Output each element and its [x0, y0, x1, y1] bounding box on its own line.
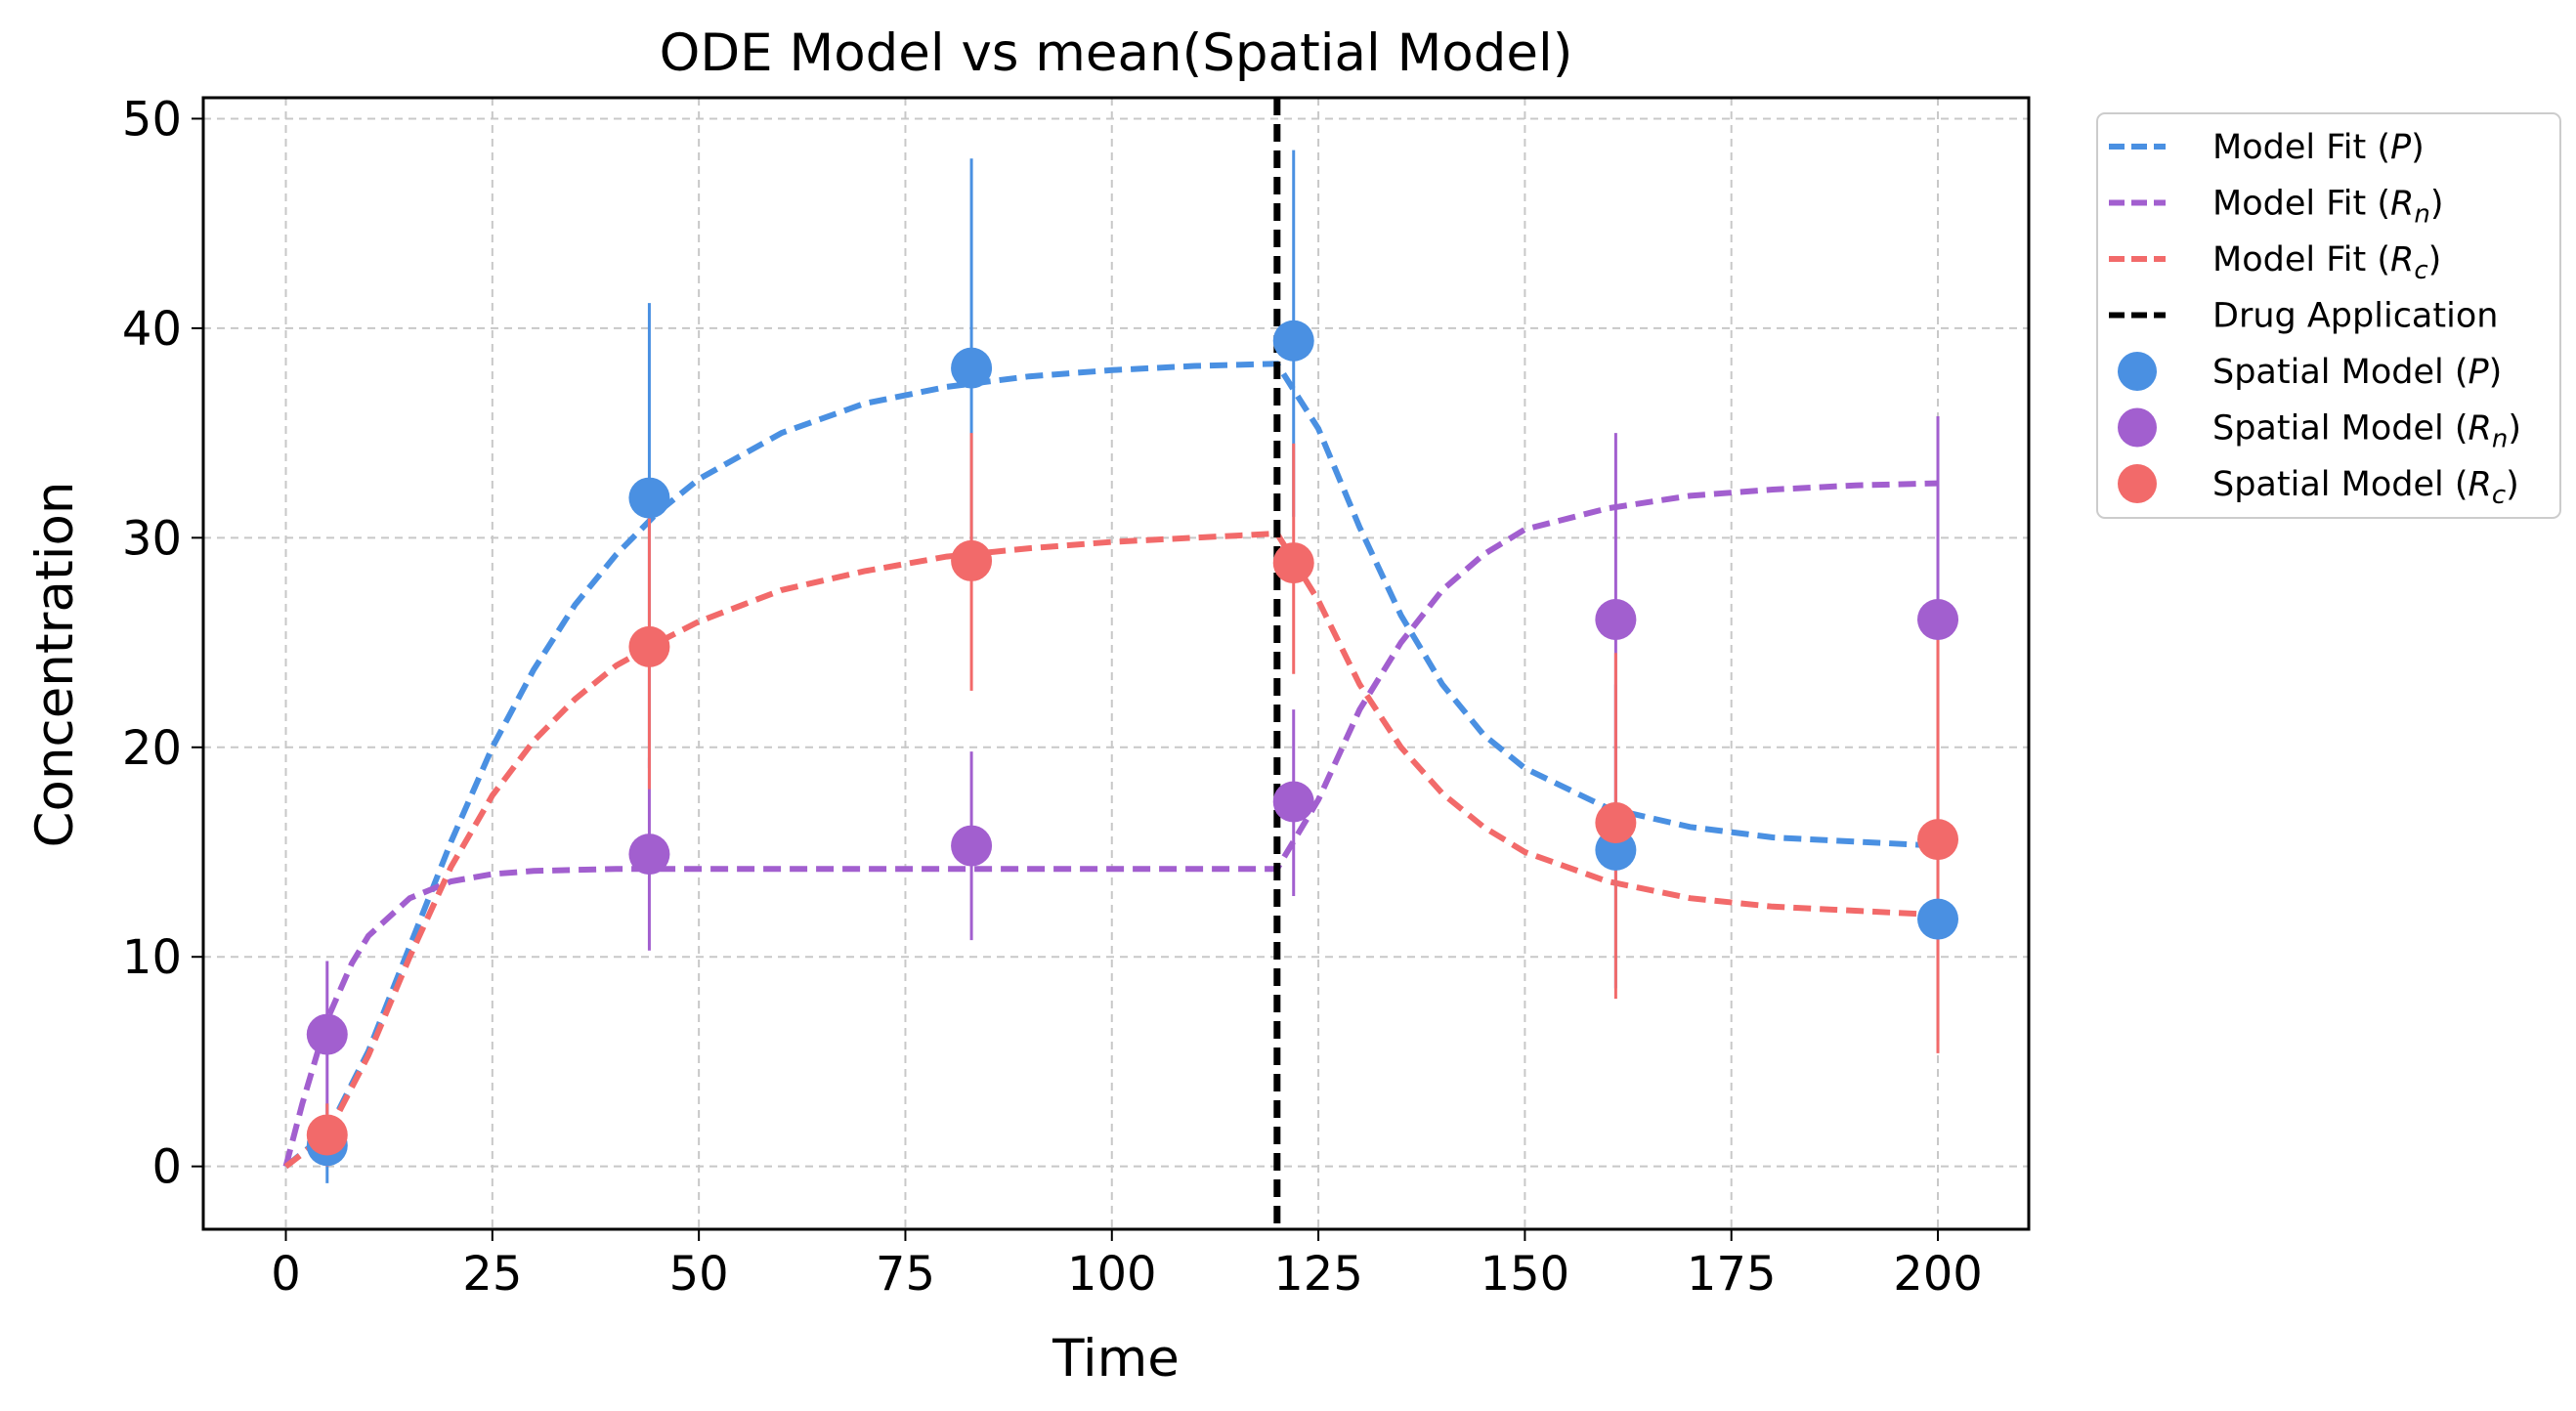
data-point-P	[628, 477, 670, 519]
data-point-P	[1272, 320, 1314, 362]
data-point-Rn	[951, 825, 993, 867]
legend-label: Spatial Model (Rc)	[2212, 465, 2519, 510]
y-tick-label: 50	[122, 92, 182, 147]
data-point-Rc	[1917, 819, 1959, 861]
data-point-Rc	[628, 625, 670, 667]
data-point-Rc	[1272, 542, 1314, 584]
x-tick-label: 75	[876, 1247, 935, 1302]
y-tick-label: 20	[122, 721, 182, 776]
x-tick-label: 100	[1067, 1247, 1157, 1302]
x-tick-label: 25	[462, 1247, 522, 1302]
y-axis-label: Concentration	[25, 482, 85, 848]
data-point-Rn	[628, 834, 670, 876]
legend-label: Spatial Model (P)	[2212, 353, 2502, 392]
data-point-Rn	[1272, 781, 1314, 823]
data-point-Rn	[1917, 598, 1959, 640]
legend-label: Model Fit (P)	[2212, 128, 2425, 167]
x-tick-label: 50	[669, 1247, 729, 1302]
legend-box	[2096, 112, 2561, 519]
grid-layer	[203, 98, 2029, 1229]
tick-layer: 0 25 50 75 100 125 150 175 200 0 10 20 30 40 50	[122, 92, 1983, 1302]
legend-dot-swatch	[2118, 464, 2157, 503]
legend-label: Drug Application	[2212, 297, 2498, 336]
data-point-Rc	[306, 1114, 348, 1156]
x-tick-label: 0	[271, 1247, 301, 1302]
y-tick-label: 0	[151, 1140, 182, 1195]
legend-dot-swatch	[2118, 352, 2157, 391]
legend-dot-swatch	[2118, 407, 2157, 448]
data-point-P	[1917, 898, 1959, 940]
data-point-Rn	[1595, 598, 1637, 640]
legend-label: Model Fit (Rc)	[2212, 240, 2441, 285]
data-point-Rc	[1595, 801, 1637, 843]
y-tick-label: 40	[122, 302, 182, 357]
data-point-Rn	[306, 1013, 348, 1055]
legend-label: Model Fit (Rn)	[2212, 185, 2444, 230]
data-point-P	[951, 347, 993, 389]
x-tick-label: 125	[1273, 1247, 1363, 1302]
y-tick-label: 30	[122, 511, 182, 566]
x-tick-label: 150	[1481, 1247, 1570, 1302]
data-point-Rc	[951, 539, 993, 581]
model-fit-line-Rn	[282, 480, 1939, 1168]
legend-items: Model Fit (P) Model Fit (Rn) Model Fit (Rc…	[2109, 128, 2521, 510]
plot-frame	[201, 96, 2031, 1231]
x-axis-label: Time	[1052, 1329, 1180, 1389]
legend-label: Spatial Model (Rn)	[2212, 409, 2521, 454]
model-fit-line-P	[283, 361, 1939, 1170]
legend: Model Fit (P) Model Fit (Rn) Model Fit (Rc…	[2096, 112, 2561, 519]
model-fit-line-Rc	[283, 530, 1939, 1170]
x-tick-label: 200	[1893, 1247, 1983, 1302]
series-layer	[282, 98, 1959, 1229]
chart-title: ODE Model vs mean(Spatial Model)	[660, 23, 1573, 83]
x-tick-label: 175	[1687, 1247, 1777, 1302]
y-tick-label: 10	[122, 930, 182, 985]
